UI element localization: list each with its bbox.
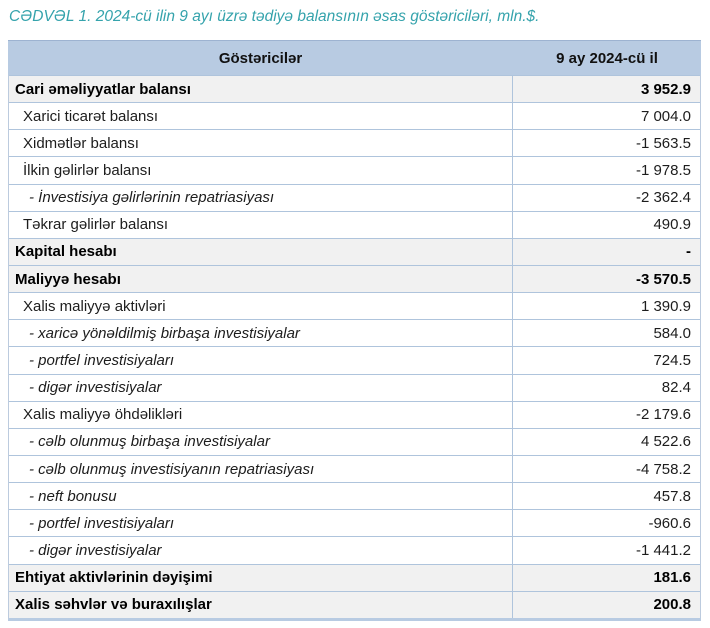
row-value: 1 390.9 (640, 297, 691, 315)
column-header-indicators: Göstəricilər (218, 49, 303, 67)
row-value: 200.8 (653, 596, 691, 614)
table-row: Xalis maliyyə öhdəlikləri -2 179.6 (9, 400, 700, 428)
table-row: Maliyyə hesabı -3 570.5 (9, 264, 700, 293)
table-row: - digər investisiyalar 82.4 (9, 373, 700, 401)
row-label: - digər investisiyalar (9, 537, 513, 564)
row-label: - xaricə yönəldilmiş birbaşa investisiya… (9, 320, 513, 347)
row-label: Ehtiyat aktivlərinin dəyişimi (9, 564, 513, 591)
table-row: - portfel investisiyaları 724.5 (9, 346, 700, 374)
row-label: - cəlb olunmuş birbaşa investisiyalar (9, 428, 513, 455)
row-value: 181.6 (653, 569, 691, 587)
row-label: Təkrar gəlirlər balansı (9, 211, 513, 238)
page-title: CƏDVƏL 1. 2024-cü ilin 9 ayı üzrə tədiyə… (9, 8, 540, 25)
row-value: - (686, 243, 691, 261)
table-row: Ehtiyat aktivlərinin dəyişimi 181.6 (9, 563, 700, 591)
table-row: - digər investisiyalar -1 441.2 (9, 536, 700, 564)
row-value: -4 758.2 (635, 460, 691, 478)
row-value: -2 362.4 (635, 189, 691, 207)
row-label: İlkin gəlirlər balansı (9, 157, 513, 184)
balance-of-payments-table: Göstəricilər 9 ay 2024-cü il Cari əməliy… (8, 40, 701, 621)
table-row: - İnvestisiya gəlirlərinin repatriasiyas… (9, 183, 700, 211)
row-value: 490.9 (653, 216, 691, 234)
row-label: Xidmətlər balansı (9, 130, 513, 157)
row-label: - portfel investisiyaları (9, 347, 513, 374)
table-row: - neft bonusu 457.8 (9, 482, 700, 510)
row-value: -1 563.5 (635, 134, 691, 152)
row-label: - neft bonusu (9, 483, 513, 510)
row-value: -1 441.2 (635, 541, 691, 559)
row-label: Kapital hesabı (9, 238, 513, 265)
row-value: -960.6 (648, 514, 691, 532)
table-row: Təkrar gəlirlər balansı 490.9 (9, 210, 700, 238)
table-header-row: Göstəricilər 9 ay 2024-cü il (8, 40, 701, 75)
row-label: Xalis maliyyə aktivləri (9, 293, 513, 320)
table-row: Kapital hesabı - (9, 237, 700, 265)
row-value: -3 570.5 (635, 270, 691, 288)
row-label: Maliyyə hesabı (9, 265, 513, 293)
row-value: 7 004.0 (640, 107, 691, 125)
row-value: -2 179.6 (635, 406, 691, 424)
table-row: İlkin gəlirlər balansı -1 978.5 (9, 156, 700, 184)
row-value: 82.4 (661, 379, 691, 397)
row-value: 724.5 (653, 351, 691, 369)
row-label: Xalis maliyyə öhdəlikləri (9, 401, 513, 428)
table-body: Cari əməliyyatlar balansı 3 952.9 Xarici t… (8, 75, 701, 621)
row-label: Cari əməliyyatlar balansı (9, 76, 513, 103)
row-label: - digər investisiyalar (9, 374, 513, 401)
row-value: 4 522.6 (640, 433, 691, 451)
row-label: - cəlb olunmuş investisiyanın repatriasi… (9, 455, 513, 483)
row-value: 584.0 (653, 324, 691, 342)
table-row: Xarici ticarət balansı 7 004.0 (9, 102, 700, 130)
row-value: -1 978.5 (635, 161, 691, 179)
row-label: Xalis səhvlər və buraxılışlar (9, 591, 513, 618)
row-label: Xarici ticarət balansı (9, 103, 513, 130)
column-header-period: 9 ay 2024-cü il (556, 49, 658, 67)
table-row: - portfel investisiyaları -960.6 (9, 509, 700, 537)
table-row: Cari əməliyyatlar balansı 3 952.9 (9, 75, 700, 103)
table-row: Xalis səhvlər və buraxılışlar 200.8 (9, 590, 700, 618)
row-value: 457.8 (653, 487, 691, 505)
table-row: - cəlb olunmuş birbaşa investisiyalar 4 5… (9, 427, 700, 455)
table-row: Xalis maliyyə aktivləri 1 390.9 (9, 292, 700, 320)
table-row: - cəlb olunmuş investisiyanın repatriasi… (9, 454, 700, 483)
row-value: 3 952.9 (640, 80, 691, 98)
table-row: Xidmətlər balansı -1 563.5 (9, 129, 700, 157)
row-label: - portfel investisiyaları (9, 510, 513, 537)
row-label: - İnvestisiya gəlirlərinin repatriasiyas… (9, 184, 513, 211)
table-row: - xaricə yönəldilmiş birbaşa investisiya… (9, 319, 700, 347)
